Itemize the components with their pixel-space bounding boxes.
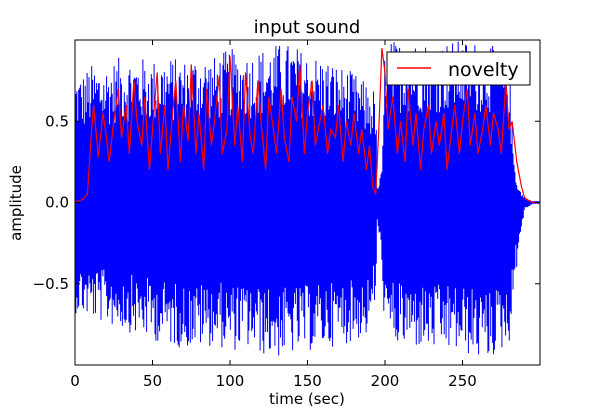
x-tick-label: 50 xyxy=(143,372,162,390)
x-tick-label: 100 xyxy=(216,372,245,390)
x-tick-label: 0 xyxy=(70,372,80,390)
chart-title: input sound xyxy=(254,17,361,38)
legend: novelty xyxy=(386,51,531,86)
y-tick-label: 0.0 xyxy=(45,194,69,212)
x-tick-label: 200 xyxy=(371,372,400,390)
x-tick-label: 250 xyxy=(448,372,477,390)
x-tick-label: 150 xyxy=(293,372,322,390)
plot-area xyxy=(75,41,540,356)
x-axis-label: time (sec) xyxy=(269,390,345,407)
waveform-series xyxy=(75,41,540,356)
legend-novelty-label: novelty xyxy=(448,59,519,81)
y-axis-label: amplitude xyxy=(7,165,25,241)
y-tick-label: −0.5 xyxy=(33,275,69,293)
y-tick-label: 0.5 xyxy=(45,112,69,130)
novelty-series-line xyxy=(75,48,540,204)
axis-ticks: 0 50 100 150 200 250 −0.5 0.0 0.5 xyxy=(33,40,540,390)
